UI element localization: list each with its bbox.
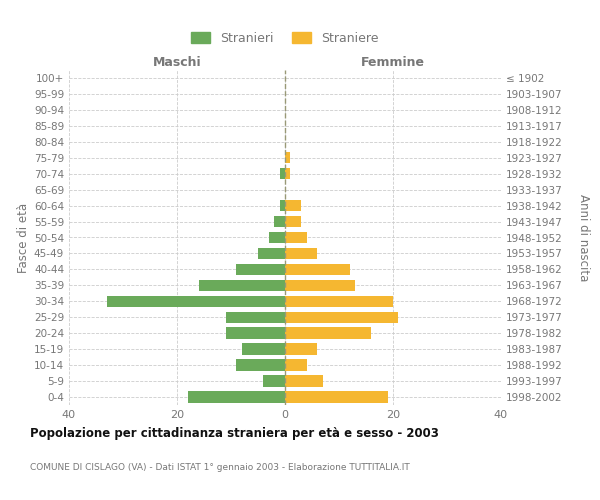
Bar bbox=[274, 216, 285, 228]
Bar bbox=[285, 152, 290, 164]
Bar bbox=[199, 280, 285, 291]
Bar bbox=[236, 360, 285, 371]
Bar bbox=[258, 248, 285, 259]
Bar bbox=[285, 168, 290, 179]
Bar bbox=[263, 376, 285, 387]
Text: Maschi: Maschi bbox=[152, 56, 202, 69]
Bar bbox=[285, 376, 323, 387]
Bar bbox=[107, 296, 285, 307]
Bar bbox=[285, 344, 317, 355]
Bar bbox=[226, 328, 285, 339]
Y-axis label: Anni di nascita: Anni di nascita bbox=[577, 194, 590, 281]
Text: Femmine: Femmine bbox=[361, 56, 425, 69]
Legend: Stranieri, Straniere: Stranieri, Straniere bbox=[189, 30, 381, 48]
Bar bbox=[285, 360, 307, 371]
Bar bbox=[285, 392, 388, 403]
Bar bbox=[285, 264, 350, 275]
Y-axis label: Fasce di età: Fasce di età bbox=[17, 202, 30, 272]
Bar bbox=[269, 232, 285, 243]
Bar bbox=[285, 296, 393, 307]
Text: Popolazione per cittadinanza straniera per età e sesso - 2003: Popolazione per cittadinanza straniera p… bbox=[30, 428, 439, 440]
Bar bbox=[285, 200, 301, 211]
Text: COMUNE DI CISLAGO (VA) - Dati ISTAT 1° gennaio 2003 - Elaborazione TUTTITALIA.IT: COMUNE DI CISLAGO (VA) - Dati ISTAT 1° g… bbox=[30, 462, 410, 471]
Bar bbox=[242, 344, 285, 355]
Bar bbox=[236, 264, 285, 275]
Bar bbox=[188, 392, 285, 403]
Bar bbox=[280, 168, 285, 179]
Bar bbox=[285, 312, 398, 323]
Bar bbox=[280, 200, 285, 211]
Bar bbox=[285, 248, 317, 259]
Bar bbox=[226, 312, 285, 323]
Bar bbox=[285, 280, 355, 291]
Bar bbox=[285, 216, 301, 228]
Bar bbox=[285, 328, 371, 339]
Bar bbox=[285, 232, 307, 243]
